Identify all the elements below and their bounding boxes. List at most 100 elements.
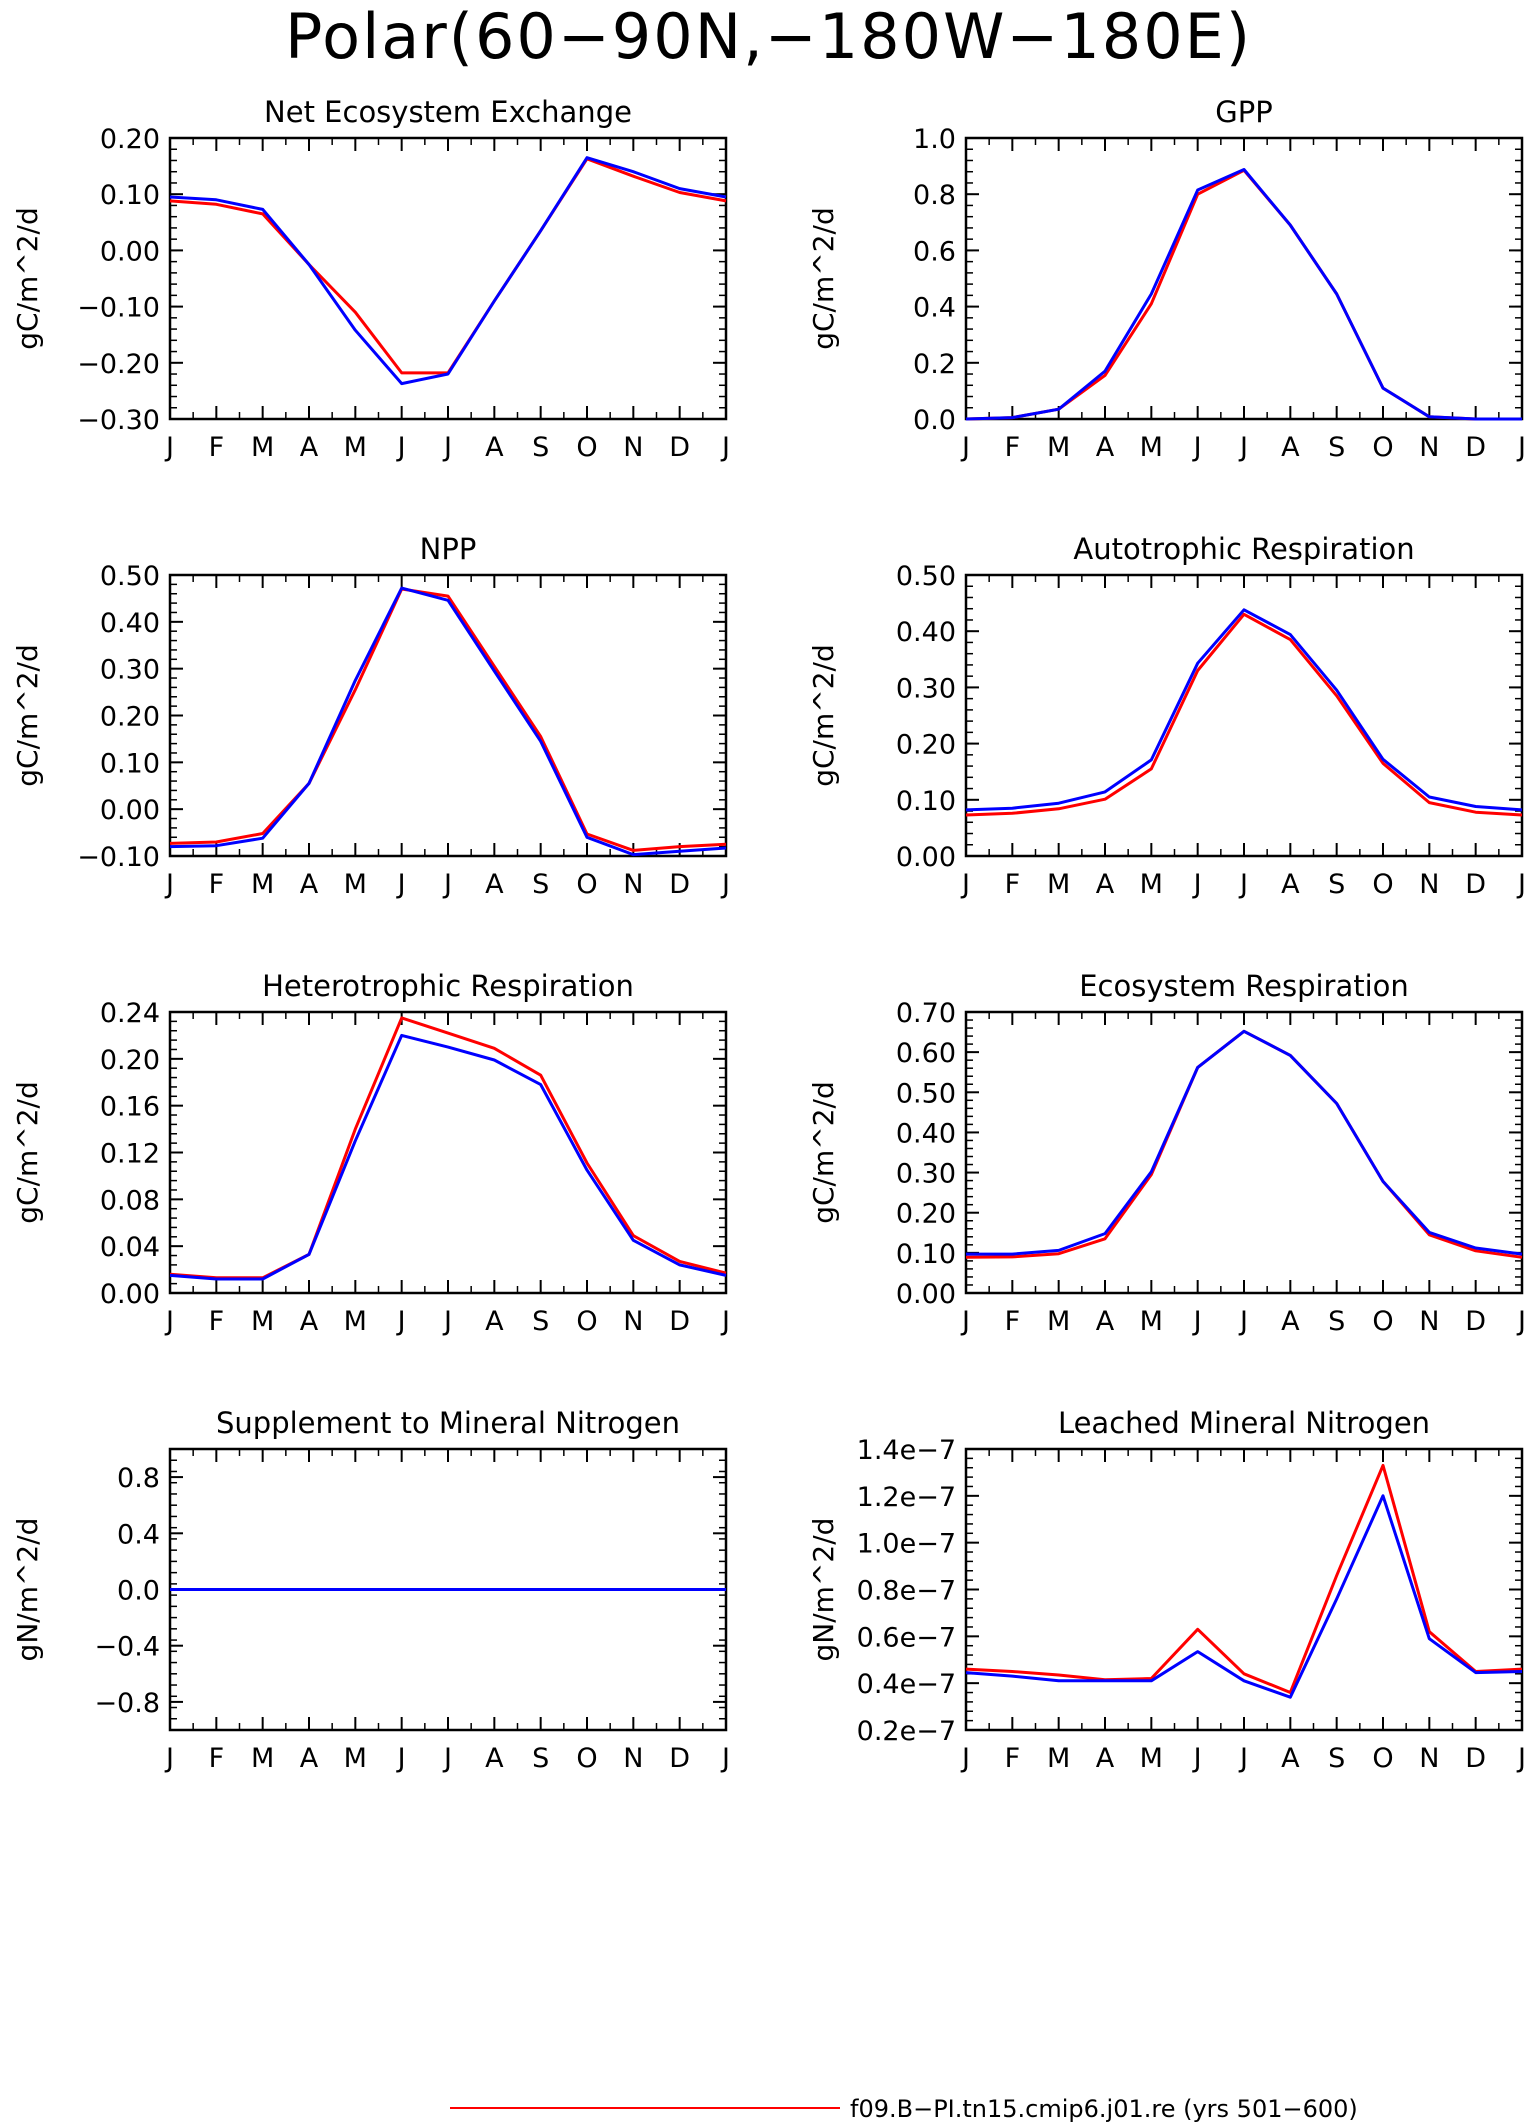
- y-axis-label: gC/m^2/d: [807, 207, 840, 350]
- y-tick-label: 0.40: [896, 617, 956, 648]
- x-tick-label: A: [485, 1743, 504, 1774]
- x-tick-label: J: [1192, 869, 1202, 900]
- x-tick-label: J: [720, 1743, 730, 1774]
- y-axis-label: gC/m^2/d: [11, 207, 44, 350]
- x-tick-label: A: [1281, 869, 1300, 900]
- legend: f09.B−PI.tn15.cmip6.j01.re (yrs 501−600): [450, 2095, 1490, 2123]
- y-tick-label: 0.00: [100, 1279, 160, 1310]
- x-tick-label: A: [1281, 1743, 1300, 1774]
- page-title: Polar(60−90N,−180W−180E): [284, 0, 1253, 73]
- y-tick-label: 0.00: [100, 236, 160, 267]
- y-tick-label: 0.20: [100, 124, 160, 155]
- series-line-blue: [169, 156, 727, 386]
- x-tick-label: A: [1096, 432, 1115, 463]
- series-line-red: [965, 168, 1522, 421]
- x-tick-label: A: [485, 1306, 504, 1337]
- y-tick-label: 0.08: [100, 1185, 160, 1216]
- x-tick-label: O: [576, 432, 597, 463]
- series-line-red: [965, 1029, 1523, 1259]
- x-tick-label: O: [1372, 432, 1393, 463]
- x-tick-label: J: [396, 1743, 406, 1774]
- y-axis-label: gC/m^2/d: [807, 644, 840, 787]
- x-tick-label: J: [164, 869, 174, 900]
- x-tick-label: S: [532, 1306, 549, 1337]
- x-tick-label: J: [442, 1306, 452, 1337]
- y-tick-label: 0.6: [913, 236, 956, 267]
- y-tick-label: 1.0e−7: [857, 1529, 956, 1560]
- y-tick-label: 0.8: [913, 180, 956, 211]
- x-tick-label: D: [1465, 869, 1486, 900]
- y-tick-label: 0.2: [913, 349, 956, 380]
- y-axis-label: gC/m^2/d: [807, 1081, 840, 1224]
- y-tick-label: 0.30: [100, 655, 160, 686]
- y-tick-label: 0.8e−7: [857, 1576, 956, 1607]
- x-tick-label: J: [720, 869, 730, 900]
- y-axis-label: gC/m^2/d: [11, 1081, 44, 1224]
- x-tick-label: O: [1372, 1306, 1393, 1337]
- series-line-blue: [965, 1494, 1523, 1699]
- x-tick-label: J: [1516, 1743, 1526, 1774]
- x-tick-label: A: [485, 432, 504, 463]
- y-tick-label: 0.20: [100, 1045, 160, 1076]
- legend-label: f09.B−PI.tn15.cmip6.j01.re (yrs 501−600): [850, 2095, 1358, 2123]
- panel-title: Net Ecosystem Exchange: [264, 95, 632, 129]
- y-tick-label: 1.4e−7: [857, 1435, 956, 1466]
- x-tick-label: N: [1419, 432, 1439, 463]
- y-tick-label: 0.40: [896, 1118, 956, 1149]
- x-tick-label: F: [1005, 1743, 1021, 1774]
- x-tick-label: M: [1140, 432, 1163, 463]
- series-line-blue: [169, 586, 727, 857]
- x-tick-label: A: [1281, 1306, 1300, 1337]
- x-tick-label: O: [1372, 1743, 1393, 1774]
- x-tick-label: J: [960, 1743, 970, 1774]
- y-tick-label: 0.16: [100, 1092, 160, 1123]
- x-tick-label: M: [344, 1306, 367, 1337]
- x-tick-label: D: [669, 1743, 690, 1774]
- plot-frame: [168, 573, 728, 858]
- y-tick-label: 0.00: [896, 842, 956, 873]
- x-tick-label: J: [442, 1743, 452, 1774]
- y-tick-label: −0.8: [94, 1688, 160, 1719]
- series-line-red: [169, 1016, 727, 1280]
- x-tick-label: D: [669, 1306, 690, 1337]
- x-tick-label: J: [960, 869, 970, 900]
- x-tick-label: M: [344, 869, 367, 900]
- y-tick-label: 0.0: [913, 405, 956, 436]
- y-tick-label: 0.6e−7: [857, 1622, 956, 1653]
- x-tick-label: S: [1328, 869, 1345, 900]
- x-tick-label: N: [623, 432, 643, 463]
- plot-frame: [964, 136, 1524, 421]
- x-tick-label: S: [1328, 1306, 1345, 1337]
- panel-title: Leached Mineral Nitrogen: [1058, 1406, 1430, 1440]
- series-line-red: [965, 1463, 1523, 1694]
- series-line-blue: [966, 1029, 1523, 1256]
- x-tick-label: M: [251, 1306, 274, 1337]
- x-tick-label: A: [300, 432, 319, 463]
- x-tick-label: A: [1096, 869, 1115, 900]
- x-tick-label: J: [164, 1306, 174, 1337]
- x-tick-label: J: [1192, 432, 1202, 463]
- y-tick-label: 0.20: [100, 702, 160, 733]
- x-tick-label: O: [1372, 869, 1393, 900]
- x-tick-label: A: [1096, 1743, 1115, 1774]
- panel-title: Autotrophic Respiration: [1073, 532, 1414, 566]
- x-tick-label: J: [1238, 869, 1248, 900]
- y-tick-label: 0.40: [100, 608, 160, 639]
- x-tick-label: J: [1238, 1306, 1248, 1337]
- y-tick-label: 0.60: [896, 1038, 956, 1069]
- y-tick-label: 0.10: [896, 786, 956, 817]
- plot-frame: [168, 1010, 728, 1295]
- x-tick-label: F: [209, 432, 225, 463]
- legend-line-red: [450, 2107, 840, 2109]
- x-tick-label: F: [1005, 432, 1021, 463]
- x-tick-label: F: [209, 869, 225, 900]
- x-tick-label: S: [532, 432, 549, 463]
- y-tick-label: 1.2e−7: [857, 1482, 956, 1513]
- x-tick-label: M: [251, 432, 274, 463]
- x-tick-label: J: [396, 432, 406, 463]
- y-tick-label: 0.4: [117, 1519, 160, 1550]
- series-line-blue: [965, 608, 1523, 812]
